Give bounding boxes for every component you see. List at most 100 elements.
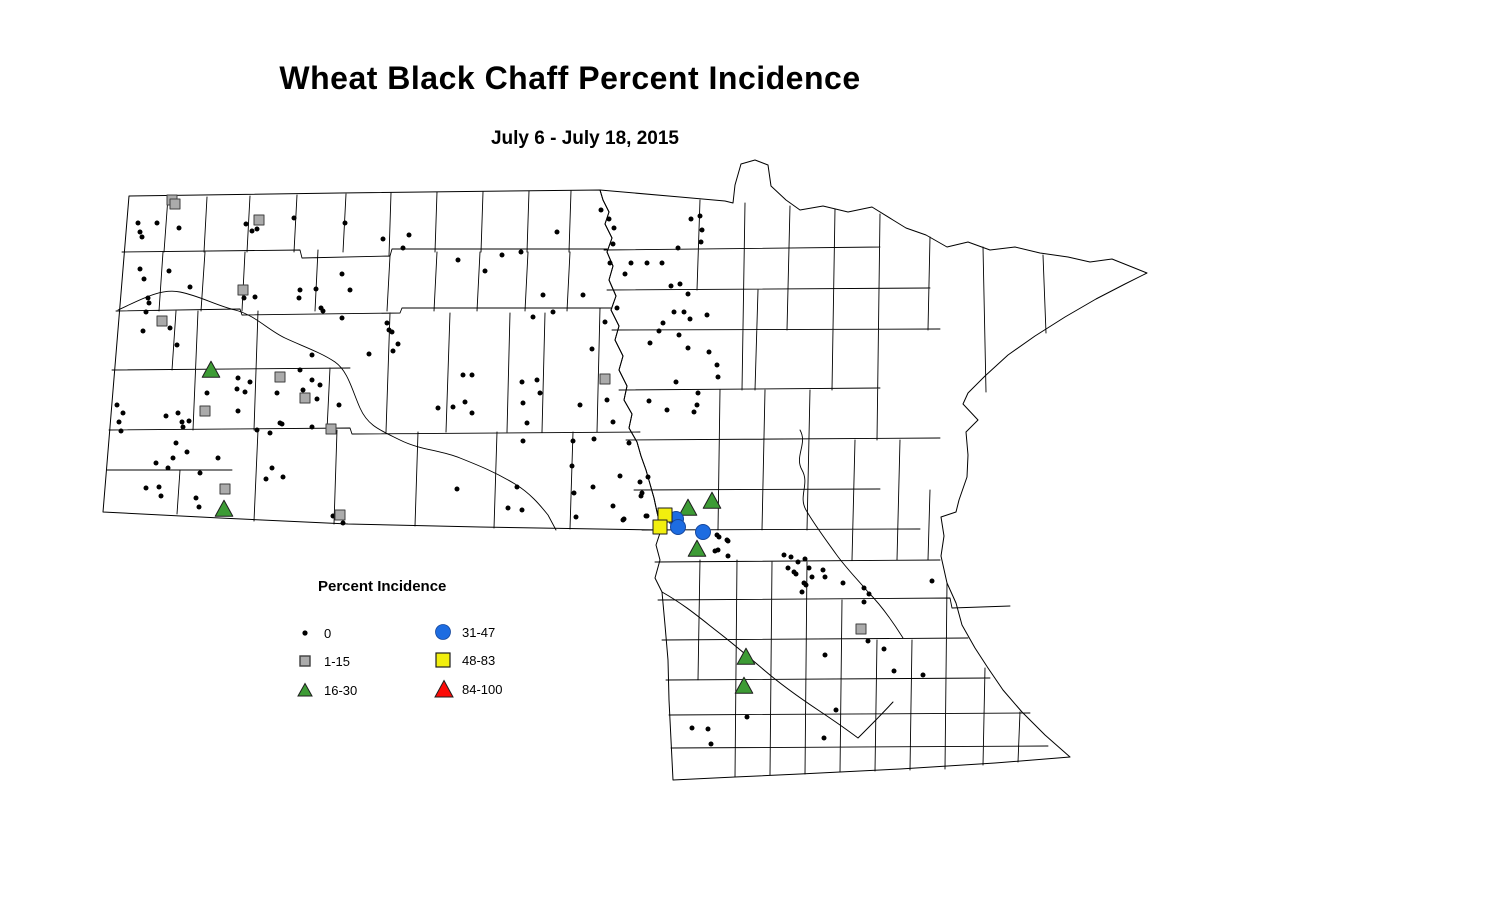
map-marker-0 — [540, 292, 546, 298]
map-marker-0 — [647, 340, 653, 346]
map-marker-0 — [643, 513, 649, 519]
map-marker-0 — [668, 283, 674, 289]
map-marker-0 — [637, 479, 643, 485]
map-marker-0 — [139, 234, 145, 240]
map-marker-0 — [252, 294, 258, 300]
map-marker-0 — [681, 309, 687, 315]
map-marker-0 — [644, 260, 650, 266]
map-marker-0 — [254, 226, 260, 232]
map-marker-0 — [342, 220, 348, 226]
map-marker-0 — [606, 216, 612, 222]
map-marker-0 — [247, 379, 253, 385]
blue-circle-marker-icon — [432, 621, 454, 643]
page-subtitle: July 6 - July 18, 2015 — [490, 128, 679, 149]
map-marker-0 — [204, 390, 210, 396]
red-triangle-marker-icon — [432, 678, 454, 700]
map-marker-1-15 — [325, 423, 337, 435]
legend-item: 84-100 — [432, 678, 502, 700]
map-marker-0 — [184, 449, 190, 455]
map-marker-0 — [366, 351, 372, 357]
dot-marker-icon — [294, 622, 316, 644]
map-marker-0 — [146, 300, 152, 306]
map-marker-0 — [664, 407, 670, 413]
legend-item: 31-47 — [432, 621, 495, 643]
map-marker-0 — [519, 507, 525, 513]
map-marker-0 — [384, 320, 390, 326]
map-marker-0 — [598, 207, 604, 213]
map-marker-0 — [336, 402, 342, 408]
map-marker-0 — [140, 328, 146, 334]
map-marker-16-30 — [734, 676, 754, 694]
map-marker-0 — [455, 257, 461, 263]
map-marker-0 — [673, 379, 679, 385]
map-marker-0 — [799, 589, 805, 595]
map-marker-0 — [435, 405, 441, 411]
map-marker-0 — [617, 473, 623, 479]
legend-item: 16-30 — [294, 679, 357, 701]
map-marker-0 — [691, 409, 697, 415]
map-marker-16-30 — [736, 647, 756, 665]
map-marker-0 — [141, 276, 147, 282]
state-outline-minnesota — [599, 159, 1148, 781]
map-marker-0 — [610, 419, 616, 425]
legend-item: 1-15 — [294, 650, 350, 672]
map-marker-0 — [685, 345, 691, 351]
map-marker-0 — [234, 386, 240, 392]
map-marker-0 — [607, 260, 613, 266]
map-marker-0 — [313, 286, 319, 292]
map-marker-0 — [156, 484, 162, 490]
map-marker-0 — [580, 292, 586, 298]
legend-title: Percent Incidence — [318, 578, 447, 595]
map-marker-0 — [137, 266, 143, 272]
map-marker-0 — [788, 554, 794, 560]
map-marker-0 — [153, 460, 159, 466]
map-marker-0 — [675, 245, 681, 251]
map-marker-0 — [280, 474, 286, 480]
map-marker-0 — [671, 309, 677, 315]
map-marker-0 — [781, 552, 787, 558]
map-marker-0 — [254, 427, 260, 433]
map-marker-0 — [614, 305, 620, 311]
map-marker-0 — [296, 295, 302, 301]
map-marker-0 — [698, 239, 704, 245]
map-marker-0 — [793, 571, 799, 577]
map-marker-31-47 — [695, 524, 711, 540]
map-marker-0 — [577, 402, 583, 408]
map-marker-0 — [694, 402, 700, 408]
map-marker-0 — [118, 428, 124, 434]
map-marker-0 — [704, 312, 710, 318]
map-marker-0 — [744, 714, 750, 720]
map-marker-0 — [143, 309, 149, 315]
legend-item-label: 0 — [324, 625, 332, 641]
map-marker-1-15 — [855, 623, 867, 635]
map-marker-0 — [708, 741, 714, 747]
map-marker-0 — [821, 735, 827, 741]
map-marker-0 — [116, 419, 122, 425]
map-marker-0 — [571, 490, 577, 496]
legend-item-label: 84-100 — [462, 681, 503, 697]
map-marker-0 — [861, 599, 867, 605]
legend-item-label: 1-15 — [324, 653, 351, 669]
map-marker-0 — [170, 455, 176, 461]
map-marker-0 — [676, 332, 682, 338]
map-marker-0 — [518, 249, 524, 255]
map-marker-0 — [167, 325, 173, 331]
map-marker-48-83 — [652, 519, 668, 535]
map-marker-0 — [920, 672, 926, 678]
map-marker-0 — [235, 375, 241, 381]
map-marker-0 — [454, 486, 460, 492]
map-marker-0 — [524, 420, 530, 426]
map-marker-0 — [519, 379, 525, 385]
map-marker-0 — [520, 438, 526, 444]
legend: Percent Incidence 0 1-15 16-30 31-47 48-… — [288, 578, 588, 698]
map-marker-1-15 — [299, 392, 311, 404]
map-marker-0 — [712, 548, 718, 554]
map-marker-1-15 — [599, 373, 611, 385]
map-marker-0 — [499, 252, 505, 258]
map-marker-0 — [621, 516, 627, 522]
map-marker-0 — [406, 232, 412, 238]
map-marker-0 — [395, 341, 401, 347]
legend-item-label: 16-30 — [324, 682, 358, 698]
green-triangle-marker-icon — [294, 679, 316, 701]
map-marker-0 — [724, 537, 730, 543]
